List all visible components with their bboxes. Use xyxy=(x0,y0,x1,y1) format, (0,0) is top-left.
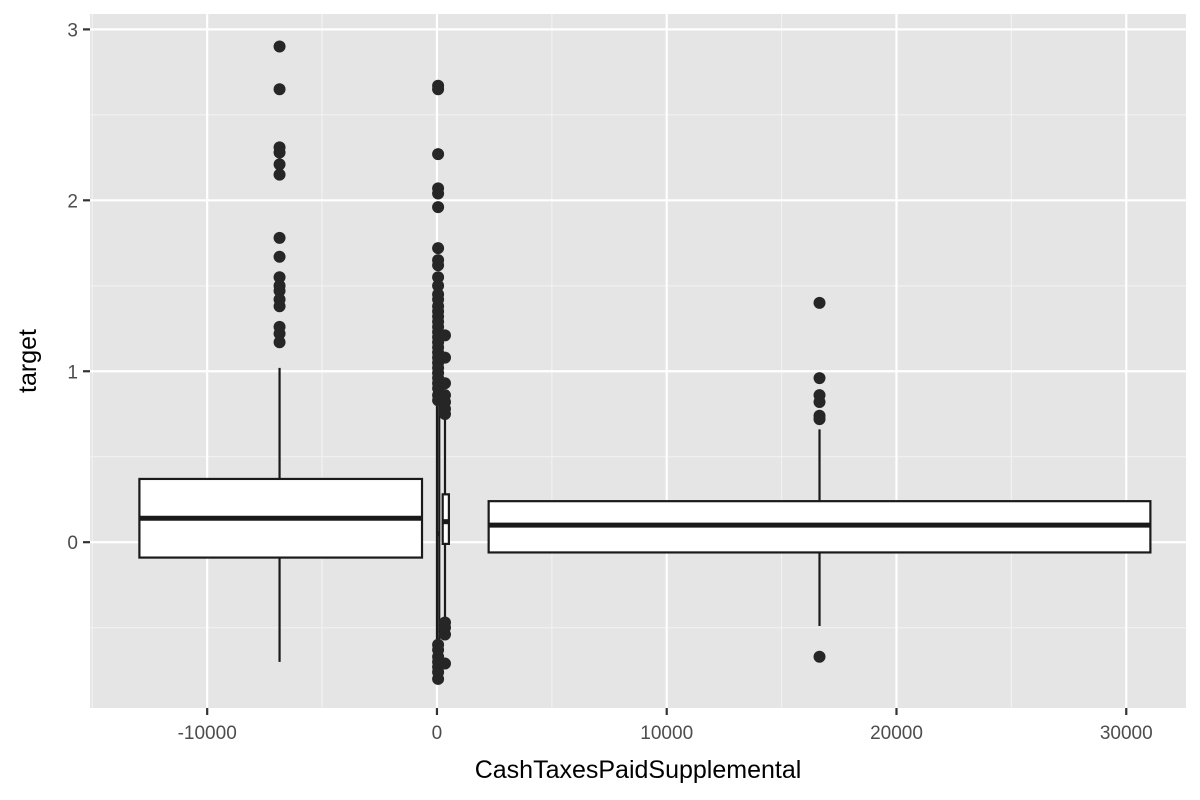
y-axis-title: target xyxy=(14,329,42,393)
x-axis-title: CashTaxesPaidSupplemental xyxy=(475,756,802,784)
outlier-point xyxy=(438,377,451,390)
box-group xyxy=(432,79,445,685)
outlier-point xyxy=(813,372,826,385)
box-group xyxy=(138,40,424,662)
outlier-point xyxy=(273,158,286,171)
outlier-point xyxy=(432,259,445,272)
outlier-point xyxy=(438,329,451,342)
axes: -10000 0 10000 20000 30000 0 1 2 3 xyxy=(67,20,1152,744)
y-tick-label: 0 xyxy=(67,533,78,554)
x-tick-label: 10000 xyxy=(640,723,693,744)
x-tick-label: 0 xyxy=(432,723,443,744)
box-iqr xyxy=(441,493,450,546)
outlier-point xyxy=(432,187,445,200)
box-series xyxy=(138,40,1152,685)
outlier-point xyxy=(813,396,826,409)
outlier-point xyxy=(273,271,286,284)
plot-panel xyxy=(90,14,1186,708)
y-tick-label: 3 xyxy=(67,20,78,41)
outlier-point xyxy=(273,284,286,297)
outlier-point xyxy=(438,407,451,420)
outlier-point xyxy=(273,83,286,96)
outlier-point xyxy=(273,327,286,340)
outlier-point xyxy=(273,300,286,313)
box-group xyxy=(438,329,451,670)
box-group xyxy=(487,296,1152,663)
x-tick-label: 30000 xyxy=(1100,723,1153,744)
x-tick-label: 20000 xyxy=(870,723,923,744)
outlier-point xyxy=(273,146,286,159)
outlier-point xyxy=(432,201,445,214)
outlier-point xyxy=(432,148,445,161)
outlier-point xyxy=(438,628,451,641)
outlier-point xyxy=(432,83,445,96)
outlier-point xyxy=(273,336,286,349)
outlier-point xyxy=(813,296,826,309)
outlier-point xyxy=(273,231,286,244)
y-tick-label: 2 xyxy=(67,191,78,212)
x-tick-label: -10000 xyxy=(178,723,237,744)
outlier-point xyxy=(813,650,826,663)
outlier-point xyxy=(432,242,445,255)
outlier-point xyxy=(273,168,286,181)
outlier-point xyxy=(438,351,451,364)
minor-gridlines xyxy=(90,14,1186,708)
y-tick-label: 1 xyxy=(67,362,78,383)
outlier-point xyxy=(432,271,445,284)
outlier-point xyxy=(273,250,286,263)
outlier-point xyxy=(273,40,286,53)
outlier-point xyxy=(813,413,826,426)
outlier-point xyxy=(438,657,451,670)
outlier-point xyxy=(432,638,445,651)
outlier-point xyxy=(432,279,445,292)
